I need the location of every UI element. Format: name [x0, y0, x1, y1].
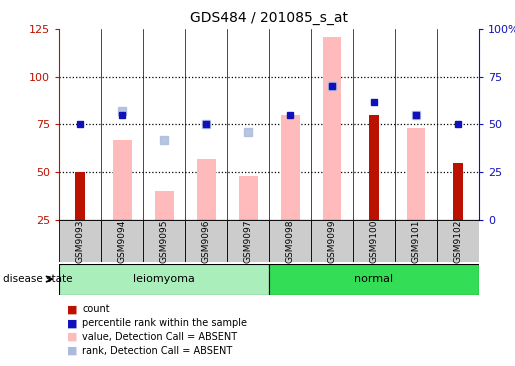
Bar — [113, 140, 132, 220]
Bar — [269, 220, 311, 262]
Text: percentile rank within the sample: percentile rank within the sample — [82, 318, 247, 328]
Bar — [59, 220, 101, 262]
Bar — [197, 159, 216, 220]
Bar — [453, 163, 463, 220]
Bar — [353, 220, 395, 262]
Bar — [143, 220, 185, 262]
Bar — [322, 37, 341, 220]
Text: GSM9099: GSM9099 — [328, 220, 336, 263]
Text: GSM9101: GSM9101 — [411, 220, 420, 263]
Bar — [185, 220, 227, 262]
Text: GSM9097: GSM9097 — [244, 220, 252, 263]
Text: GSM9095: GSM9095 — [160, 220, 168, 263]
Bar — [238, 176, 258, 220]
Text: GSM9102: GSM9102 — [454, 220, 462, 263]
Text: leiomyoma: leiomyoma — [133, 274, 195, 284]
Text: ■: ■ — [67, 304, 77, 314]
Bar — [59, 264, 269, 295]
Text: GSM9098: GSM9098 — [286, 220, 295, 263]
Text: normal: normal — [354, 274, 393, 284]
Bar — [437, 220, 479, 262]
Text: GSM9100: GSM9100 — [370, 220, 379, 263]
Bar — [154, 191, 174, 220]
Bar — [269, 264, 479, 295]
Bar — [311, 220, 353, 262]
Bar — [369, 115, 379, 220]
Bar — [281, 115, 300, 220]
Bar — [406, 128, 425, 220]
Text: ■: ■ — [67, 346, 77, 356]
Bar — [75, 172, 85, 220]
Text: GSM9096: GSM9096 — [202, 220, 211, 263]
Text: rank, Detection Call = ABSENT: rank, Detection Call = ABSENT — [82, 346, 233, 356]
Text: ■: ■ — [67, 332, 77, 342]
Text: disease state: disease state — [3, 274, 72, 284]
Title: GDS484 / 201085_s_at: GDS484 / 201085_s_at — [190, 11, 348, 26]
Text: value, Detection Call = ABSENT: value, Detection Call = ABSENT — [82, 332, 237, 342]
Bar — [101, 220, 143, 262]
Text: ■: ■ — [67, 318, 77, 328]
Bar — [227, 220, 269, 262]
Text: GSM9093: GSM9093 — [76, 220, 84, 263]
Text: GSM9094: GSM9094 — [118, 220, 127, 263]
Bar — [395, 220, 437, 262]
Text: count: count — [82, 304, 110, 314]
